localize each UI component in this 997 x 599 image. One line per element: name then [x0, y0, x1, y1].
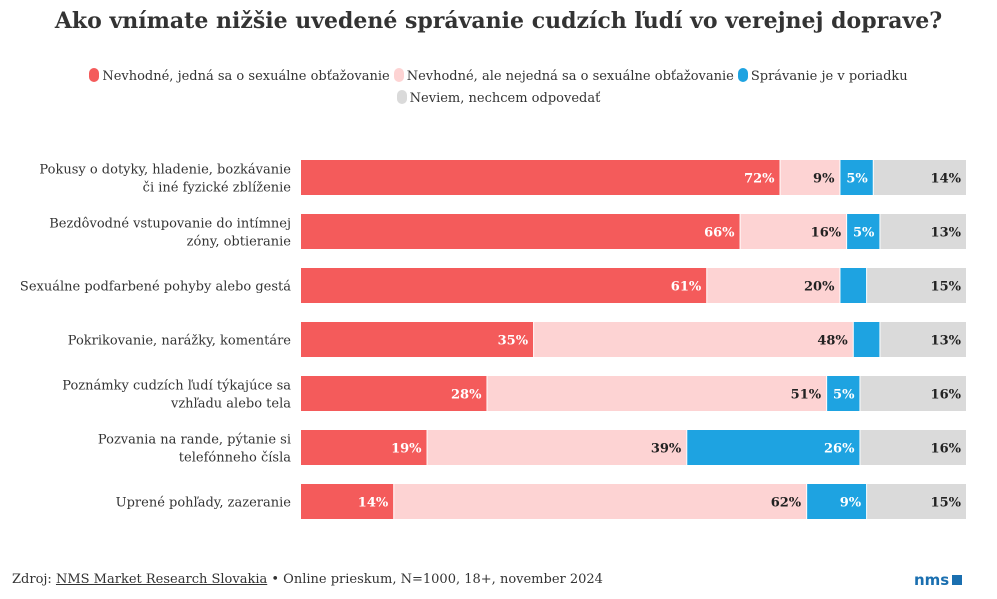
data-label: 5% [833, 388, 855, 403]
data-label: 72% [744, 172, 775, 187]
legend: Nevhodné, jedná sa o sexuálne obťažovani… [40, 66, 957, 110]
bar-segment [853, 322, 880, 357]
chart-title: Ako vnímate nižšie uvedené správanie cud… [54, 8, 943, 34]
legend-label: Správanie je v poriadku [750, 69, 908, 84]
data-label: 39% [651, 442, 682, 457]
data-label: 13% [931, 226, 962, 241]
data-label: 5% [853, 226, 875, 241]
bar-segment [740, 214, 847, 249]
data-label: 48% [817, 334, 848, 349]
data-label: 14% [931, 172, 962, 187]
bar-segment [687, 430, 860, 465]
bar-segment [534, 322, 853, 357]
data-label: 16% [931, 442, 962, 457]
source-details: • Online prieskum, N=1000, 18+, november… [267, 572, 603, 587]
category-label: Bezdôvodné vstupovanie do intímnej [49, 217, 291, 232]
category-label: zóny, obtieranie [187, 235, 292, 250]
data-label: 20% [804, 280, 835, 295]
legend-swatch [396, 90, 407, 104]
bar-segment [867, 268, 966, 303]
data-label: 19% [391, 442, 422, 457]
bar-segment [427, 430, 687, 465]
data-label: 62% [771, 496, 802, 511]
bar-segment [301, 322, 534, 357]
bar-segment [301, 376, 487, 411]
category-label: Uprené pohľady, zazeranie [116, 496, 292, 511]
data-label: 9% [813, 172, 835, 187]
data-label: 5% [846, 172, 868, 187]
legend-label: Neviem, nechcem odpovedať [409, 91, 601, 106]
data-label: 26% [824, 442, 855, 457]
bar-chart: Pokusy o dotyky, hladenie, bozkávanie či … [20, 160, 966, 519]
bar-segment [880, 322, 966, 357]
legend-swatch [393, 68, 404, 82]
bar-segment [840, 160, 873, 195]
category-label: Pozvania na rande, pýtanie si [98, 433, 291, 448]
bar-segment [827, 376, 860, 411]
category-label: vzhľadu alebo tela [170, 397, 291, 412]
source-footer: Zdroj: NMS Market Research Slovakia • On… [12, 572, 603, 587]
legend-item[interactable]: Nevhodné, ale nejedná sa o sexuálne obťa… [393, 66, 734, 88]
data-label: 16% [931, 388, 962, 403]
bar-segment [301, 160, 780, 195]
legend-item[interactable]: Nevhodné, jedná sa o sexuálne obťažovani… [89, 66, 390, 88]
bar-segment [873, 160, 966, 195]
legend-swatch [737, 68, 748, 82]
bar-segment [860, 430, 966, 465]
bar-segment [847, 214, 880, 249]
bar-segment [487, 376, 827, 411]
data-label: 9% [840, 496, 862, 511]
data-label: 66% [704, 226, 735, 241]
nms-logo: nms [914, 571, 963, 589]
legend-label: Nevhodné, jedná sa o sexuálne obťažovani… [102, 69, 390, 84]
logo-text: nms [914, 571, 950, 589]
bar-segment [867, 484, 966, 519]
bar-segment [860, 376, 966, 411]
source-link[interactable]: NMS Market Research Slovakia [55, 572, 268, 587]
category-label: Pokusy o dotyky, hladenie, bozkávanie [39, 163, 291, 178]
bar-segment [301, 430, 427, 465]
data-label: 13% [931, 334, 962, 349]
data-label: 28% [451, 388, 482, 403]
bar-segment [840, 268, 867, 303]
bar-segment [807, 484, 867, 519]
bar-segment [301, 268, 707, 303]
bar-segment [780, 160, 840, 195]
data-label: 15% [931, 280, 962, 295]
data-label: 61% [671, 280, 702, 295]
category-label: Pokrikovanie, narážky, komentáre [68, 334, 292, 349]
data-label: 15% [931, 496, 962, 511]
category-label: Sexuálne podfarbené pohyby alebo gestá [20, 280, 291, 295]
logo-square [952, 575, 963, 585]
category-label: telefónneho čísla [179, 451, 291, 466]
legend-item[interactable]: Správanie je v poriadku [737, 66, 908, 88]
category-label: či iné fyzické zblíženie [143, 181, 292, 196]
bar-segment [880, 214, 966, 249]
bar-segment [394, 484, 807, 519]
bar-segment [707, 268, 840, 303]
legend-label: Nevhodné, ale nejedná sa o sexuálne obťa… [406, 69, 734, 84]
data-label: 51% [791, 388, 822, 403]
source-prefix: Zdroj: [12, 572, 56, 587]
bar-segment [301, 214, 740, 249]
legend-item[interactable]: Neviem, nechcem odpovedať [396, 88, 601, 110]
legend-swatch [89, 68, 100, 82]
data-label: 16% [811, 226, 842, 241]
data-label: 35% [498, 334, 529, 349]
data-label: 14% [358, 496, 389, 511]
bar-segment [301, 484, 394, 519]
category-label: Poznámky cudzích ľudí týkajúce sa [62, 379, 291, 394]
